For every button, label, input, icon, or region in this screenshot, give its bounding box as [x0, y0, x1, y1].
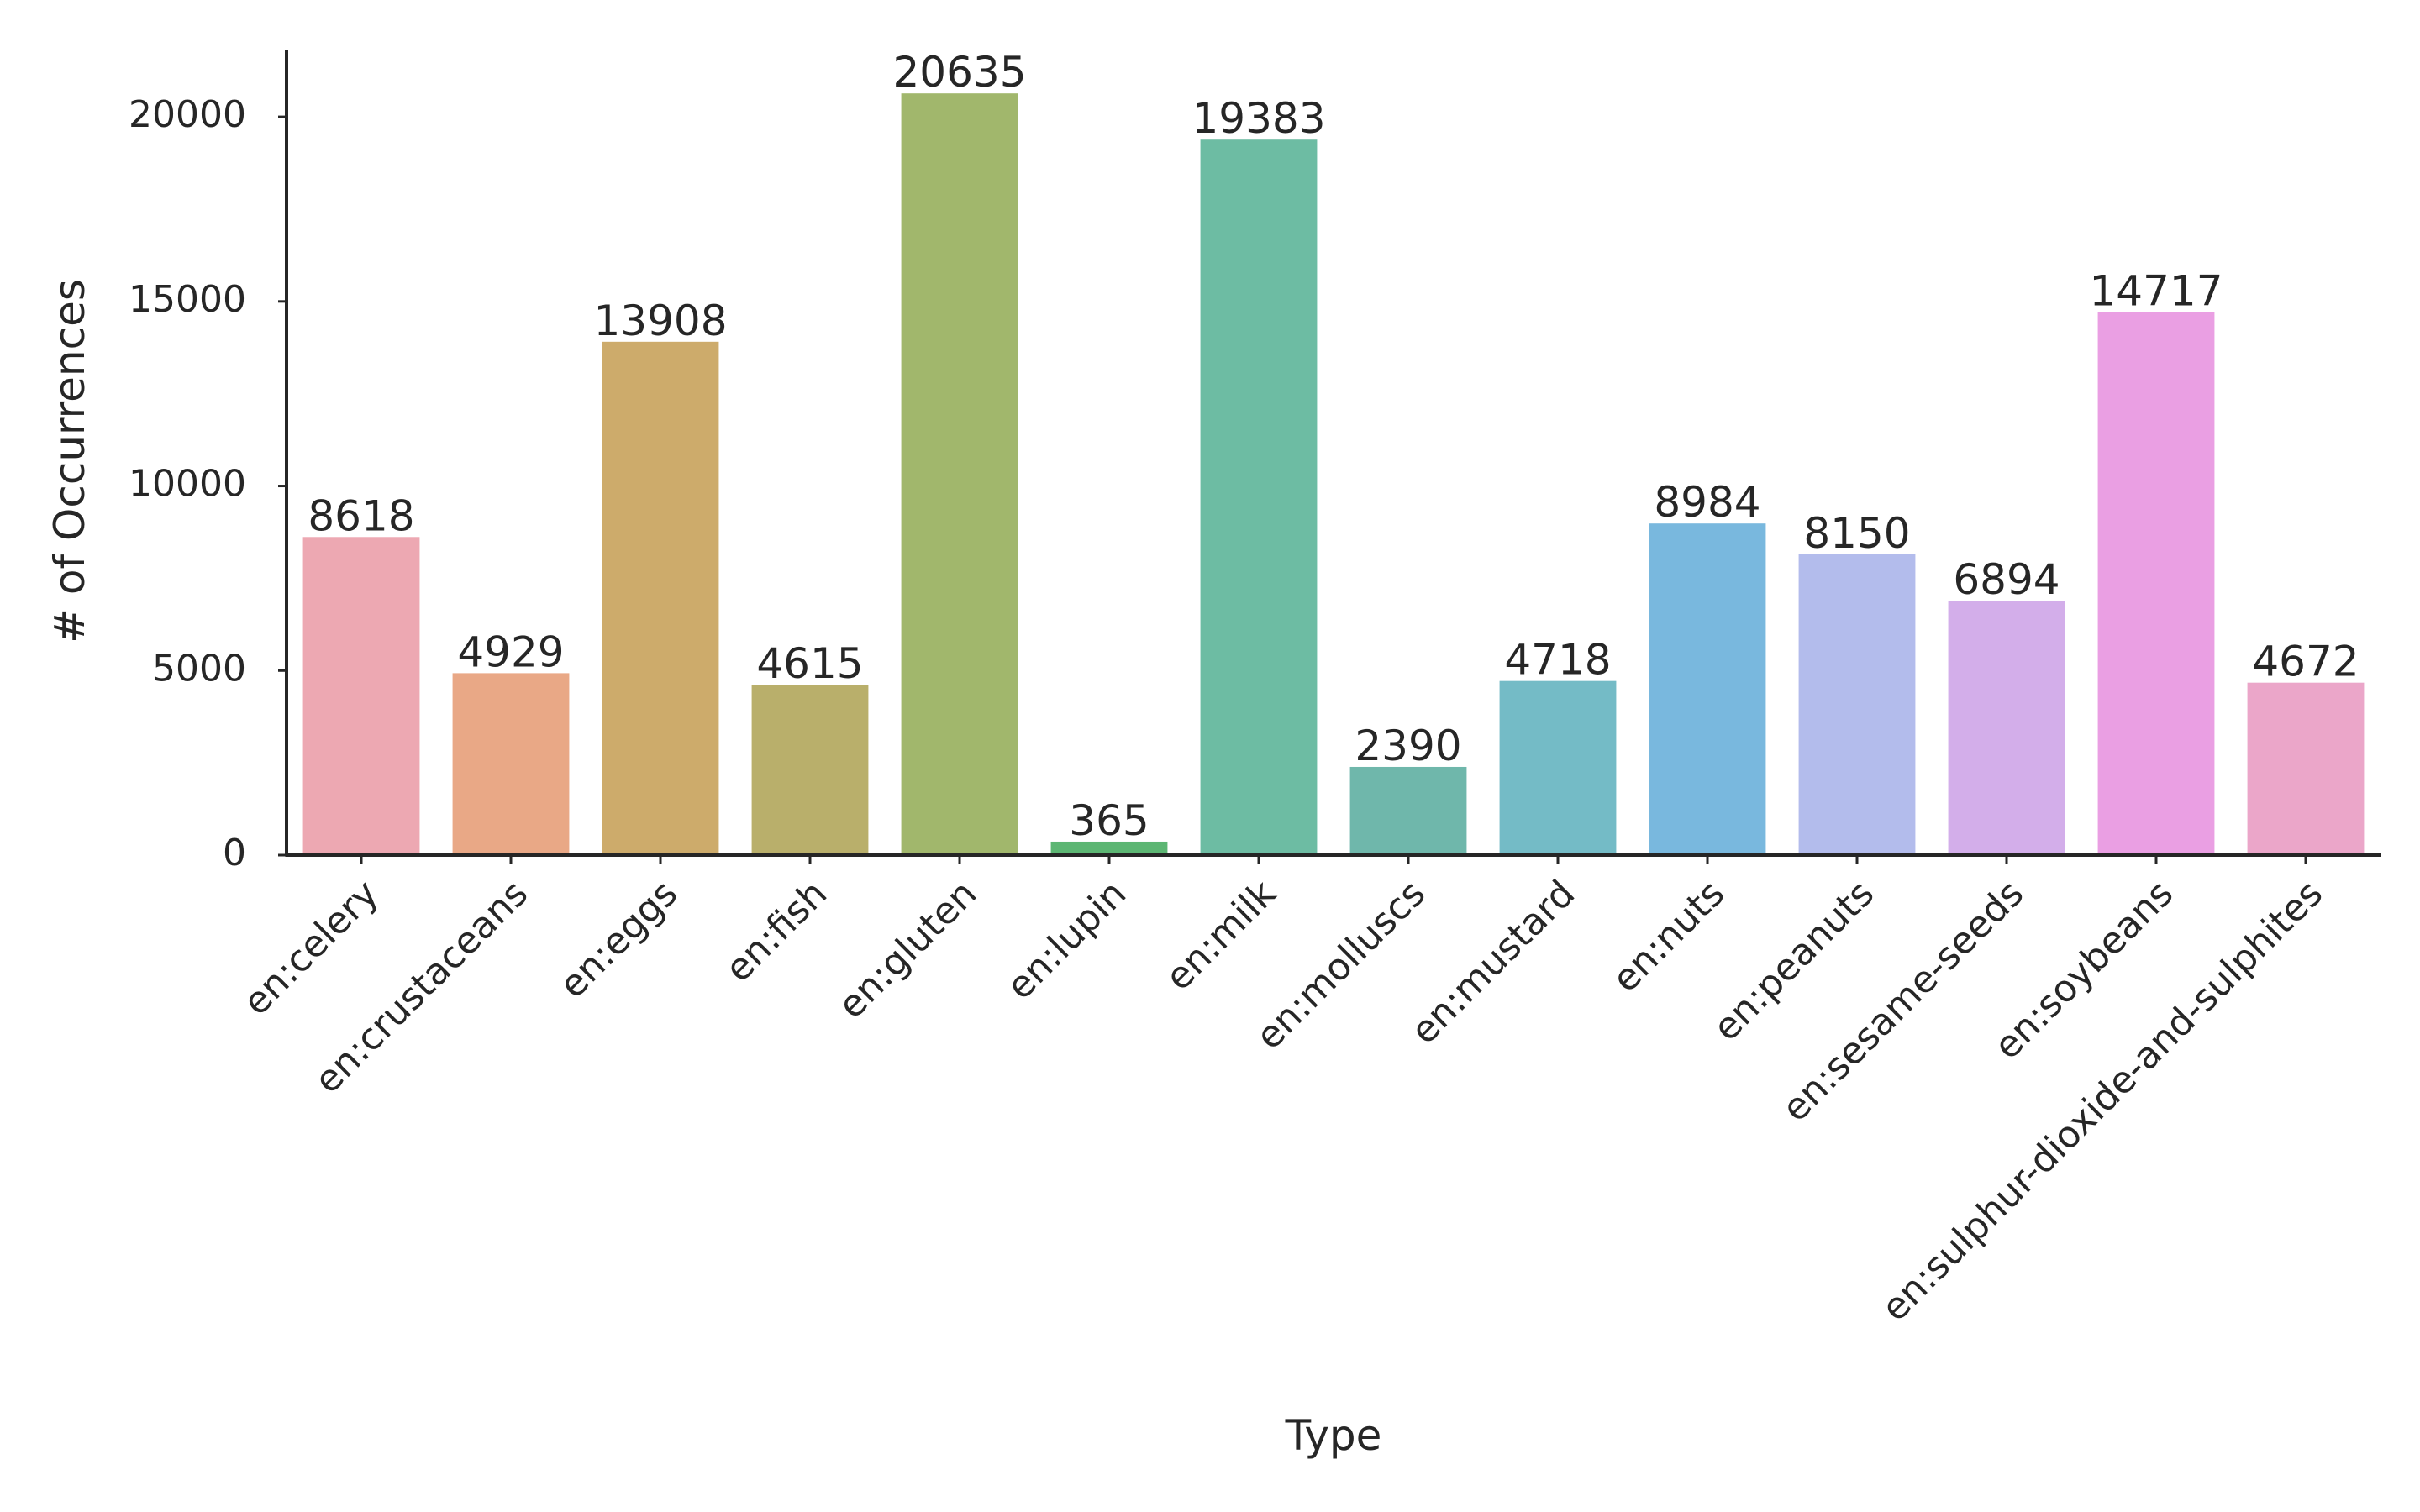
x-tick-label: en:milk — [1157, 872, 1284, 999]
bar-value-label: 6894 — [1953, 555, 2060, 604]
bar-value-labels: 8618 4929 13908 4615 20635 365 19383 2390 4718 89… — [308, 48, 2359, 845]
y-axis-title: # of Occurrences — [45, 279, 94, 643]
bar-nuts — [1649, 523, 1766, 855]
x-tick-label: en:gluten — [830, 872, 986, 1027]
x-tick-label: en:fish — [717, 872, 835, 990]
x-axis-title: Type — [1285, 1411, 1382, 1460]
y-tick-label: 20000 — [129, 93, 246, 136]
bar-fish — [751, 685, 869, 855]
bar-value-label: 2390 — [1355, 722, 1461, 770]
bar-soybeans — [2097, 312, 2215, 856]
bar-value-label: 8984 — [1654, 478, 1760, 527]
bar-mustard — [1499, 680, 1617, 855]
bars-group — [302, 93, 2365, 856]
bar-value-label: 19383 — [1192, 94, 1325, 143]
bar-value-label: 365 — [1069, 796, 1149, 845]
y-tick-label: 0 — [223, 832, 246, 874]
bar-crustaceans — [452, 673, 570, 855]
bar-lupin — [1050, 841, 1168, 855]
y-tick-label: 15000 — [129, 278, 246, 321]
bar-value-label: 8150 — [1803, 509, 1910, 558]
x-tick-label: en:celery — [235, 872, 387, 1024]
y-axis-ticks: 0 5000 10000 15000 20000 — [129, 93, 287, 874]
bar-sulphur-dioxide-and-sulphites — [2247, 682, 2365, 855]
bar-sesame-seeds — [1948, 601, 2065, 855]
y-tick-label: 10000 — [129, 463, 246, 506]
bar-value-label: 4718 — [1504, 636, 1611, 685]
bar-value-label: 4672 — [2252, 638, 2359, 686]
bar-molluscs — [1349, 766, 1467, 855]
bar-value-label: 8618 — [308, 491, 414, 540]
x-tick-label: en:eggs — [551, 872, 686, 1006]
bar-value-label: 13908 — [593, 297, 727, 345]
bar-eggs — [602, 341, 719, 855]
bar-value-label: 20635 — [892, 48, 1026, 97]
x-tick-label: en:lupin — [998, 872, 1134, 1008]
bar-celery — [302, 537, 420, 855]
x-tick-label: en:nuts — [1604, 872, 1733, 1000]
bar-milk — [1200, 139, 1318, 855]
y-tick-label: 5000 — [152, 647, 246, 690]
bar-gluten — [901, 93, 1018, 856]
bar-peanuts — [1798, 554, 1916, 855]
bar-value-label: 4615 — [756, 639, 863, 688]
bar-value-label: 14717 — [2089, 266, 2223, 315]
bar-value-label: 4929 — [457, 627, 564, 676]
